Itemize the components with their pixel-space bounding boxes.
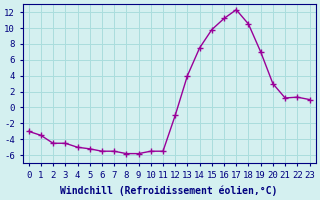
X-axis label: Windchill (Refroidissement éolien,°C): Windchill (Refroidissement éolien,°C): [60, 185, 278, 196]
